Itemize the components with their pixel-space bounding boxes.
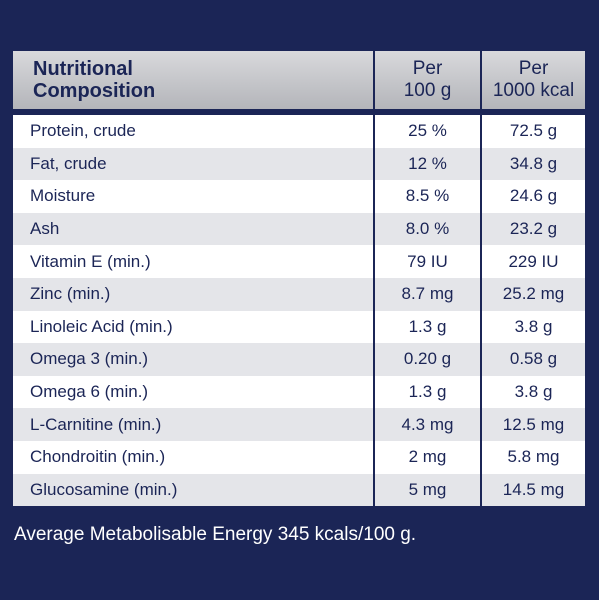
value-per-1000kcal: 25.2 mg xyxy=(481,277,585,311)
table-row: Protein, crude 25 % 72.5 g xyxy=(13,112,585,148)
nutrition-table: Nutritional Composition Per 100 g Per 10… xyxy=(13,51,585,507)
value-per-1000kcal: 24.6 g xyxy=(481,180,585,213)
table-row: Omega 6 (min.) 1.3 g 3.8 g xyxy=(13,375,585,409)
value-per-1000kcal: 3.8 g xyxy=(481,375,585,409)
table-row: Glucosamine (min.) 5 mg 14.5 mg xyxy=(13,473,585,507)
value-per-1000kcal: 14.5 mg xyxy=(481,473,585,507)
nutrient-name: Protein, crude xyxy=(13,112,375,148)
header-col2-line2: 100 g xyxy=(403,80,452,101)
value-per-100g: 25 % xyxy=(374,112,482,148)
table-body: Protein, crude 25 % 72.5 g Fat, crude 12 % 34… xyxy=(13,112,585,507)
value-per-1000kcal: 23.2 g xyxy=(481,212,585,246)
nutrient-name: L-Carnitine (min.) xyxy=(13,408,375,441)
energy-footnote: Average Metabolisable Energy 345 kcals/1… xyxy=(14,524,417,545)
header-col3-line2: 1000 kcal xyxy=(492,80,575,101)
table-row: L-Carnitine (min.) 4.3 mg 12.5 mg xyxy=(13,408,585,441)
header-row: Nutritional Composition Per 100 g Per 10… xyxy=(13,51,585,115)
nutrient-name: Zinc (min.) xyxy=(13,277,375,311)
value-per-1000kcal: 72.5 g xyxy=(481,112,585,148)
value-per-100g: 4.3 mg xyxy=(374,408,482,441)
nutrient-name: Chondroitin (min.) xyxy=(13,440,375,474)
header-per-100g: Per 100 g xyxy=(374,51,482,115)
value-per-100g: 12 % xyxy=(374,147,482,181)
nutrient-name: Omega 3 (min.) xyxy=(13,343,375,376)
table-row: Fat, crude 12 % 34.8 g xyxy=(13,147,585,181)
value-per-1000kcal: 12.5 mg xyxy=(481,408,585,441)
table-row: Moisture 8.5 % 24.6 g xyxy=(13,180,585,213)
value-per-1000kcal: 5.8 mg xyxy=(481,440,585,474)
header-col3-line1: Per xyxy=(518,58,549,79)
value-per-1000kcal: 34.8 g xyxy=(481,147,585,181)
value-per-1000kcal: 0.58 g xyxy=(481,343,585,376)
nutrient-name: Omega 6 (min.) xyxy=(13,375,375,409)
value-per-100g: 79 IU xyxy=(374,245,482,278)
table-row: Zinc (min.) 8.7 mg 25.2 mg xyxy=(13,277,585,311)
value-per-100g: 5 mg xyxy=(374,473,482,507)
header-name-line2: Composition xyxy=(33,80,156,102)
header-col2-line1: Per xyxy=(412,58,443,79)
value-per-1000kcal: 229 IU xyxy=(481,245,585,278)
nutrient-name: Fat, crude xyxy=(13,147,375,181)
value-per-100g: 8.0 % xyxy=(374,212,482,246)
table-row: Chondroitin (min.) 2 mg 5.8 mg xyxy=(13,440,585,474)
value-per-100g: 1.3 g xyxy=(374,375,482,409)
header-name-line1: Nutritional xyxy=(33,58,133,80)
table-row: Ash 8.0 % 23.2 g xyxy=(13,212,585,246)
table-row: Vitamin E (min.) 79 IU 229 IU xyxy=(13,245,585,278)
value-per-100g: 8.5 % xyxy=(374,180,482,213)
value-per-100g: 2 mg xyxy=(374,440,482,474)
value-per-100g: 8.7 mg xyxy=(374,277,482,311)
nutrient-name: Glucosamine (min.) xyxy=(13,473,375,507)
header-per-1000kcal: Per 1000 kcal xyxy=(481,51,585,115)
nutrient-name: Moisture xyxy=(13,180,375,213)
table-header: Nutritional Composition Per 100 g Per 10… xyxy=(13,51,585,115)
nutrient-name: Ash xyxy=(13,212,375,246)
nutrient-name: Vitamin E (min.) xyxy=(13,245,375,278)
value-per-100g: 0.20 g xyxy=(374,343,482,376)
nutrient-name: Linoleic Acid (min.) xyxy=(13,310,375,344)
value-per-1000kcal: 3.8 g xyxy=(481,310,585,344)
header-nutritional-composition: Nutritional Composition xyxy=(13,51,375,115)
table-row: Omega 3 (min.) 0.20 g 0.58 g xyxy=(13,343,585,376)
table-row: Linoleic Acid (min.) 1.3 g 3.8 g xyxy=(13,310,585,344)
value-per-100g: 1.3 g xyxy=(374,310,482,344)
